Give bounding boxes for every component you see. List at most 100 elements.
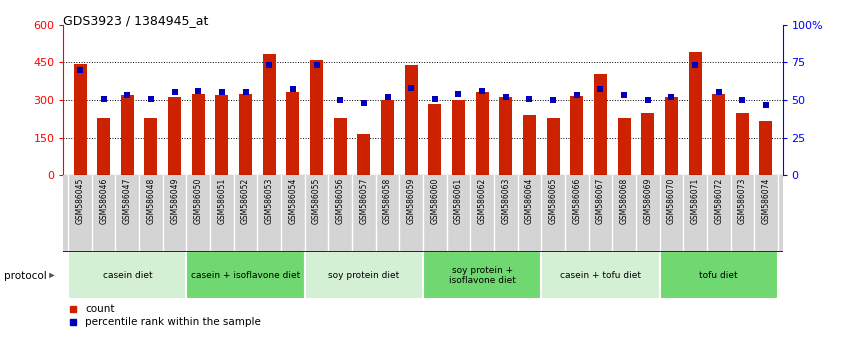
Bar	[712, 94, 725, 175]
Text: GSM586046: GSM586046	[99, 177, 108, 224]
Text: GSM586069: GSM586069	[643, 177, 652, 224]
Text: GSM586073: GSM586073	[738, 177, 747, 224]
Bar	[192, 94, 205, 175]
Bar	[736, 113, 749, 175]
Point	[618, 93, 631, 98]
Bar	[168, 97, 181, 175]
Text: GSM586074: GSM586074	[761, 177, 771, 224]
Text: GSM586045: GSM586045	[75, 177, 85, 224]
Point	[168, 90, 181, 95]
Point	[523, 96, 536, 101]
Point	[120, 93, 134, 98]
Bar	[523, 115, 536, 175]
Text: GSM586070: GSM586070	[667, 177, 676, 224]
Point	[74, 67, 87, 73]
Text: GSM586072: GSM586072	[714, 177, 723, 224]
Point	[357, 100, 371, 106]
Bar	[423, 251, 541, 299]
Text: GSM586063: GSM586063	[502, 177, 510, 224]
Point	[499, 94, 513, 100]
Text: GSM586062: GSM586062	[478, 177, 486, 224]
Bar	[689, 52, 701, 175]
Bar	[145, 118, 157, 175]
Bar	[97, 118, 110, 175]
Point	[665, 94, 678, 100]
Text: GSM586059: GSM586059	[407, 177, 415, 224]
Text: casein + isoflavone diet: casein + isoflavone diet	[191, 271, 300, 280]
Text: GSM586054: GSM586054	[288, 177, 298, 224]
Point	[333, 97, 347, 103]
Bar	[310, 60, 323, 175]
Text: GSM586061: GSM586061	[454, 177, 463, 224]
Bar	[452, 100, 465, 175]
Bar	[499, 97, 513, 175]
Text: soy protein diet: soy protein diet	[328, 271, 399, 280]
Point	[712, 90, 726, 95]
Text: GSM586065: GSM586065	[548, 177, 558, 224]
Bar	[263, 53, 276, 175]
Point	[570, 93, 584, 98]
Point	[594, 87, 607, 92]
Bar	[547, 118, 559, 175]
Text: GSM586058: GSM586058	[383, 177, 392, 224]
Point	[689, 63, 702, 68]
Bar	[665, 97, 678, 175]
Point	[215, 90, 228, 95]
Point	[452, 91, 465, 97]
Bar	[618, 118, 630, 175]
Point	[641, 97, 655, 103]
Bar	[660, 251, 777, 299]
Text: GSM586052: GSM586052	[241, 177, 250, 224]
Point	[310, 63, 323, 68]
Bar	[357, 134, 371, 175]
Bar	[305, 251, 423, 299]
Bar	[475, 92, 489, 175]
Text: GSM586066: GSM586066	[572, 177, 581, 224]
Text: GSM586067: GSM586067	[596, 177, 605, 224]
Text: GSM586064: GSM586064	[525, 177, 534, 224]
Text: GSM586051: GSM586051	[217, 177, 227, 224]
Text: GSM586055: GSM586055	[312, 177, 321, 224]
Bar	[760, 121, 772, 175]
Text: GSM586048: GSM586048	[146, 177, 156, 224]
Bar	[570, 96, 583, 175]
Point	[191, 88, 205, 94]
Text: GSM586047: GSM586047	[123, 177, 132, 224]
Text: GSM586060: GSM586060	[431, 177, 439, 224]
Point	[286, 87, 299, 92]
Point	[547, 97, 560, 103]
Text: GSM586056: GSM586056	[336, 177, 344, 224]
Point	[144, 96, 157, 101]
Bar	[216, 95, 228, 175]
Bar	[594, 74, 607, 175]
Text: GSM586050: GSM586050	[194, 177, 203, 224]
Text: casein + tofu diet: casein + tofu diet	[560, 271, 641, 280]
Text: protocol: protocol	[4, 271, 47, 281]
Point	[381, 94, 394, 100]
Bar	[287, 92, 299, 175]
Text: casein diet: casein diet	[102, 271, 152, 280]
Bar	[641, 113, 654, 175]
Text: GSM586071: GSM586071	[690, 177, 700, 224]
Point	[475, 88, 489, 94]
Legend: count, percentile rank within the sample: count, percentile rank within the sample	[69, 304, 261, 327]
Point	[97, 96, 111, 101]
Bar	[428, 104, 442, 175]
Bar	[381, 100, 394, 175]
Point	[404, 85, 418, 91]
Bar	[186, 251, 305, 299]
Bar	[239, 94, 252, 175]
Point	[759, 102, 772, 107]
Point	[735, 97, 749, 103]
Point	[428, 96, 442, 101]
Text: GSM586053: GSM586053	[265, 177, 274, 224]
Text: GDS3923 / 1384945_at: GDS3923 / 1384945_at	[63, 14, 209, 27]
Point	[239, 90, 252, 95]
Bar	[74, 64, 86, 175]
Bar	[333, 118, 347, 175]
Point	[262, 63, 276, 68]
Bar	[121, 95, 134, 175]
Bar	[541, 251, 660, 299]
Text: GSM586057: GSM586057	[360, 177, 368, 224]
Text: GSM586049: GSM586049	[170, 177, 179, 224]
